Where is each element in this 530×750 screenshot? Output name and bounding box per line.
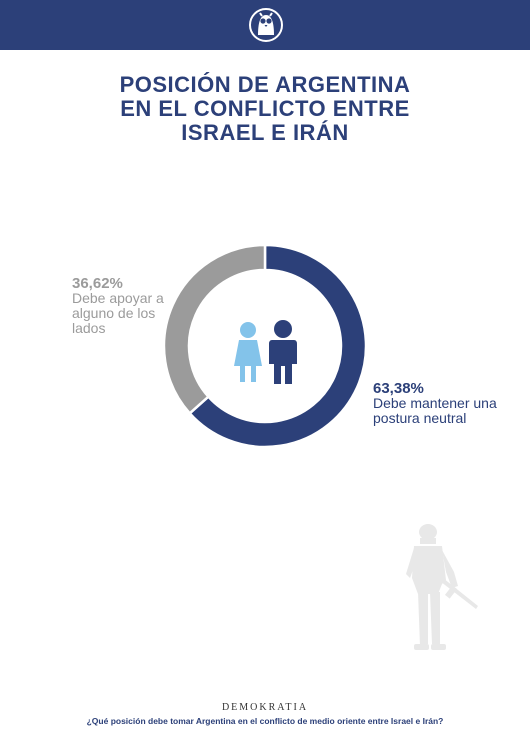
label-neutral-line-2: postura neutral xyxy=(373,410,467,426)
label-apoyar-pct: 36,62% xyxy=(72,275,123,292)
donut-slices xyxy=(162,243,368,449)
survey-question: ¿Qué posición debe tomar Argentina en el… xyxy=(86,716,444,726)
label-apoyar-line-1: Debe apoyar a xyxy=(72,290,164,306)
header-bar xyxy=(0,0,530,50)
donut-slice-1 xyxy=(187,243,368,449)
label-apoyar: 36,62% Debe apoyar a alguno de los lados xyxy=(72,276,192,336)
label-neutral: 63,38% Debe mantener una postura neutral xyxy=(373,381,513,426)
soldier-silhouette-icon xyxy=(406,524,478,650)
label-apoyar-line-2: alguno de los xyxy=(72,305,156,321)
title-line-1: POSICIÓN DE ARGENTINA xyxy=(119,72,411,97)
title-line-2: EN EL CONFLICTO ENTRE xyxy=(120,96,410,121)
people-icon xyxy=(234,320,297,384)
title-line-3: ISRAEL E IRÁN xyxy=(181,120,349,145)
donut-slice-2 xyxy=(162,243,267,416)
label-apoyar-line-3: lados xyxy=(72,320,106,336)
brand-logo: DEMOKRATIA xyxy=(221,702,309,713)
label-neutral-pct: 63,38% xyxy=(373,380,424,397)
owl-icon xyxy=(249,8,283,42)
page-title: POSICIÓN DE ARGENTINA EN EL CONFLICTO EN… xyxy=(0,73,530,145)
label-neutral-line-1: Debe mantener una xyxy=(373,395,497,411)
